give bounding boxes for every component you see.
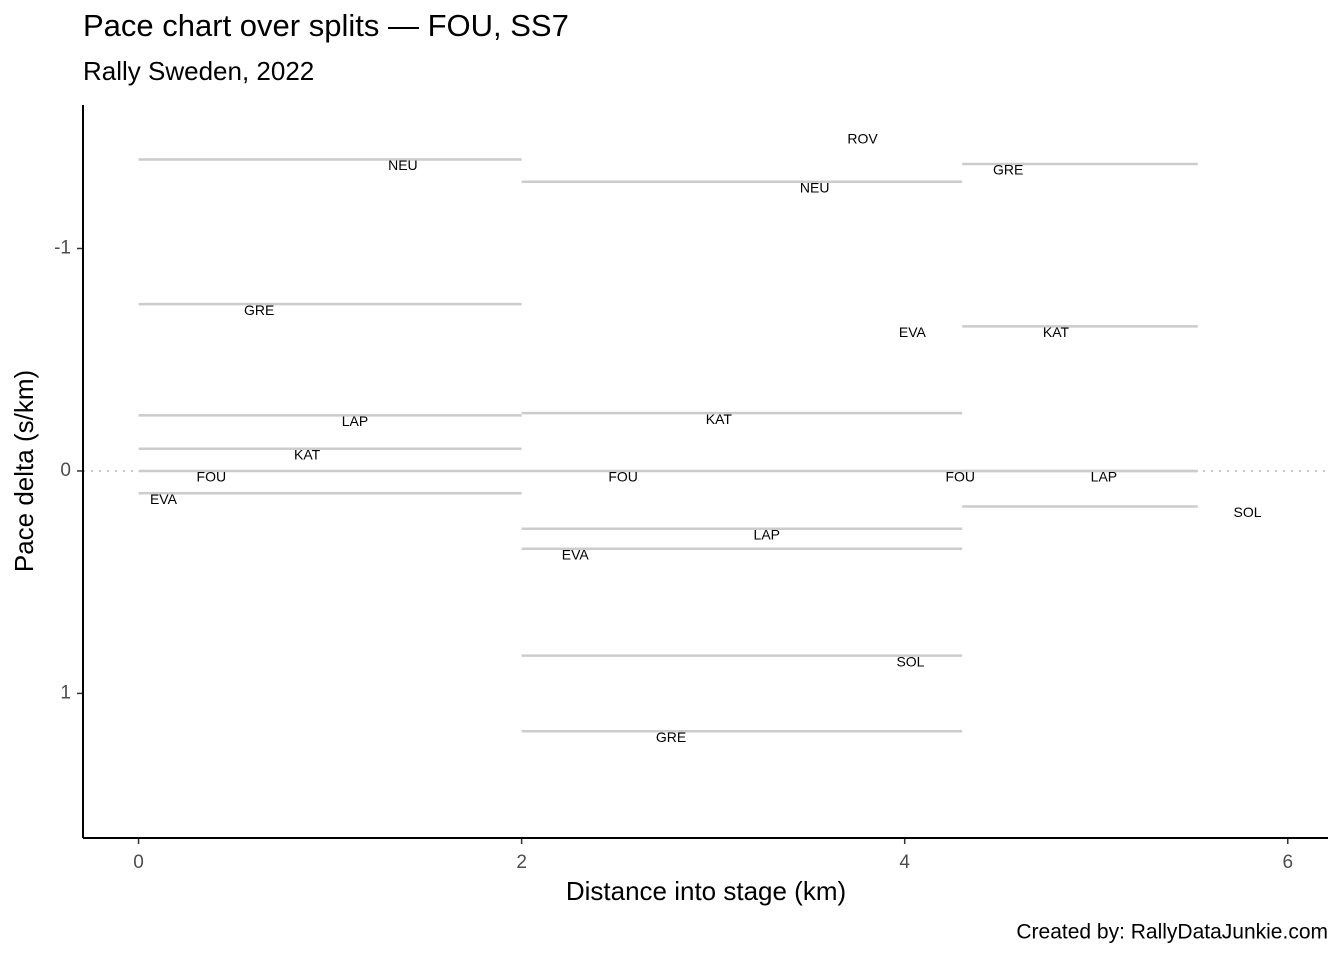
driver-label: KAT <box>294 446 321 462</box>
y-axis-title: Pace delta (s/km) <box>9 370 39 572</box>
y-tick-label: 1 <box>60 682 71 703</box>
driver-label: ROV <box>847 131 878 147</box>
driver-label: SOL <box>1234 504 1262 520</box>
y-tick-label: -1 <box>54 238 71 259</box>
driver-label: KAT <box>1043 324 1070 340</box>
chart-subtitle: Rally Sweden, 2022 <box>83 56 314 86</box>
driver-label: NEU <box>800 179 830 195</box>
driver-label: LAP <box>342 413 368 429</box>
x-tick-label: 0 <box>133 852 144 873</box>
caption: Created by: RallyDataJunkie.com <box>1016 921 1328 944</box>
driver-label: NEU <box>388 157 418 173</box>
driver-label: EVA <box>150 491 178 507</box>
driver-label: KAT <box>706 411 733 427</box>
chart-title: Pace chart over splits — FOU, SS7 <box>83 8 569 43</box>
driver-label: GRE <box>656 729 686 745</box>
x-axis-title: Distance into stage (km) <box>566 876 846 906</box>
driver-label: LAP <box>754 526 780 542</box>
x-tick-label: 4 <box>899 852 910 873</box>
driver-label: SOL <box>896 653 924 669</box>
driver-label: GRE <box>244 302 274 318</box>
driver-label: FOU <box>197 469 227 485</box>
driver-label: EVA <box>899 324 927 340</box>
driver-label: FOU <box>608 469 638 485</box>
x-tick-label: 6 <box>1282 852 1293 873</box>
driver-label: EVA <box>562 547 590 563</box>
x-tick-label: 2 <box>516 852 527 873</box>
driver-label: LAP <box>1091 469 1117 485</box>
driver-label: FOU <box>945 469 975 485</box>
driver-label: GRE <box>993 162 1023 178</box>
y-tick-label: 0 <box>60 460 71 481</box>
